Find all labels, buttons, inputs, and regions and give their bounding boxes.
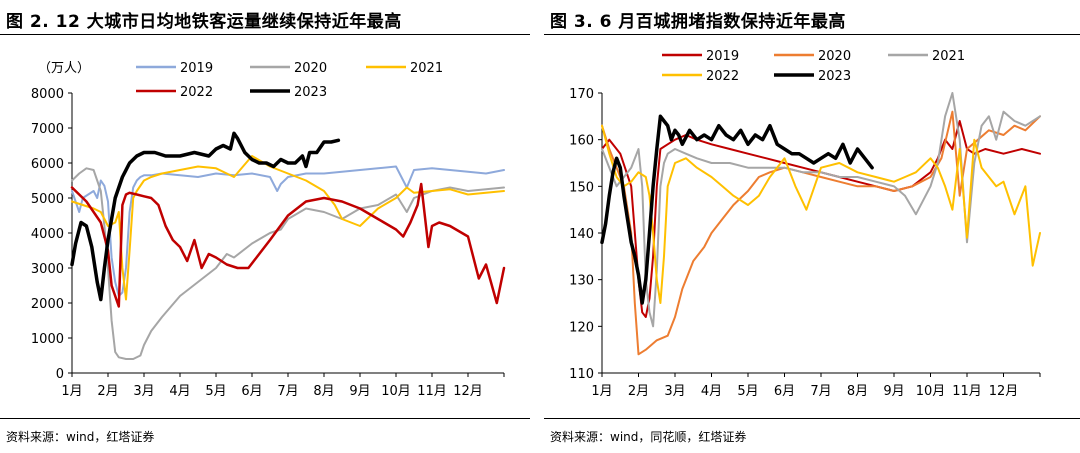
y-tick-label: 5000 [31, 192, 64, 207]
source-note: 资料来源：wind，同花顺，红塔证券 [550, 430, 747, 444]
legend-label-2019: 2019 [706, 49, 739, 64]
x-tick-label: 3月 [664, 384, 685, 399]
x-tick-label: 2月 [97, 384, 118, 399]
series-line-2021 [71, 155, 505, 301]
right-chart-panel: 图 3. 6 月百城拥堵指数保持近年最高 110 120 130 140 150 160 1… [544, 0, 1080, 453]
figure-title: 图 3. 6 月百城拥堵指数保持近年最高 [550, 12, 846, 32]
legend-label-2019: 2019 [180, 61, 213, 76]
x-tick-label: 4月 [169, 384, 190, 399]
y-tick-label: 150 [569, 180, 594, 195]
y-unit-label: （万人） [38, 61, 90, 76]
y-tick-label: 8000 [31, 87, 64, 102]
x-tick-label: 6月 [241, 384, 262, 399]
x-tick-label: 10月 [916, 384, 946, 399]
x-tick-label: 5月 [737, 384, 758, 399]
source-divider [0, 418, 530, 419]
y-tick-label: 1000 [31, 332, 64, 347]
x-tick-label: 7月 [277, 384, 298, 399]
legend-label-2022: 2022 [706, 69, 739, 84]
legend-label-2021: 2021 [410, 61, 443, 76]
figure-title: 图 2. 12 大城市日均地铁客运量继续保持近年最高 [6, 12, 402, 32]
x-tick-label: 3月 [133, 384, 154, 399]
y-tick-label: 6000 [31, 157, 64, 172]
y-tick-label: 160 [569, 134, 594, 149]
y-tick-label: 110 [569, 367, 594, 382]
legend-label-2022: 2022 [180, 85, 213, 100]
x-tick-label: 6月 [774, 384, 795, 399]
legend-label-2023: 2023 [294, 85, 327, 100]
legend-label-2021: 2021 [932, 49, 965, 64]
x-tick-label: 4月 [701, 384, 722, 399]
series-line-2022 [70, 182, 506, 308]
series-line-2023 [600, 114, 874, 305]
left-chart-panel: 图 2. 12 大城市日均地铁客运量继续保持近年最高 0 1000 2000 3000… [0, 0, 530, 453]
y-tick-label: 130 [569, 274, 594, 289]
y-tick-label: 170 [569, 87, 594, 102]
x-tick-label: 10月 [381, 384, 411, 399]
x-tick-label: 9月 [883, 384, 904, 399]
congestion-index-chart: 110 120 130 140 150 160 170 1月 2月 3月 4月 5月 6月 7月 8月 9月 1… [569, 49, 1041, 399]
series-line-2023 [70, 131, 341, 302]
x-tick-label: 8月 [847, 384, 868, 399]
subway-ridership-chart: 0 1000 2000 3000 4000 5000 6000 7000 8000 1月 2月 3月 4… [31, 61, 506, 399]
x-tick-label: 1月 [591, 384, 612, 399]
x-tick-label: 11月 [952, 384, 982, 399]
y-tick-label: 120 [569, 320, 594, 335]
y-tick-label: 4000 [31, 227, 64, 242]
legend-label-2020: 2020 [294, 61, 327, 76]
x-tick-label: 8月 [313, 384, 334, 399]
series-line-2020 [71, 167, 505, 360]
legend-label-2023: 2023 [818, 69, 851, 84]
y-tick-label: 3000 [31, 262, 64, 277]
title-divider [544, 34, 1080, 35]
legend-label-2020: 2020 [818, 49, 851, 64]
y-tick-label: 2000 [31, 297, 64, 312]
series-line-2020 [601, 110, 1041, 356]
x-tick-label: 12月 [453, 384, 483, 399]
x-tick-label: 2月 [628, 384, 649, 399]
y-tick-label: 0 [56, 367, 64, 382]
x-tick-label: 12月 [989, 384, 1019, 399]
x-tick-label: 7月 [810, 384, 831, 399]
x-tick-label: 9月 [349, 384, 370, 399]
x-tick-label: 1月 [61, 384, 82, 399]
y-tick-label: 140 [569, 227, 594, 242]
title-divider [0, 34, 530, 35]
x-tick-label: 11月 [417, 384, 447, 399]
series-line-2022 [601, 124, 1041, 304]
y-tick-label: 7000 [31, 122, 64, 137]
series-line-2019 [71, 165, 505, 297]
x-tick-label: 5月 [205, 384, 226, 399]
source-divider [544, 418, 1080, 419]
source-note: 资料来源：wind，红塔证券 [6, 430, 155, 444]
